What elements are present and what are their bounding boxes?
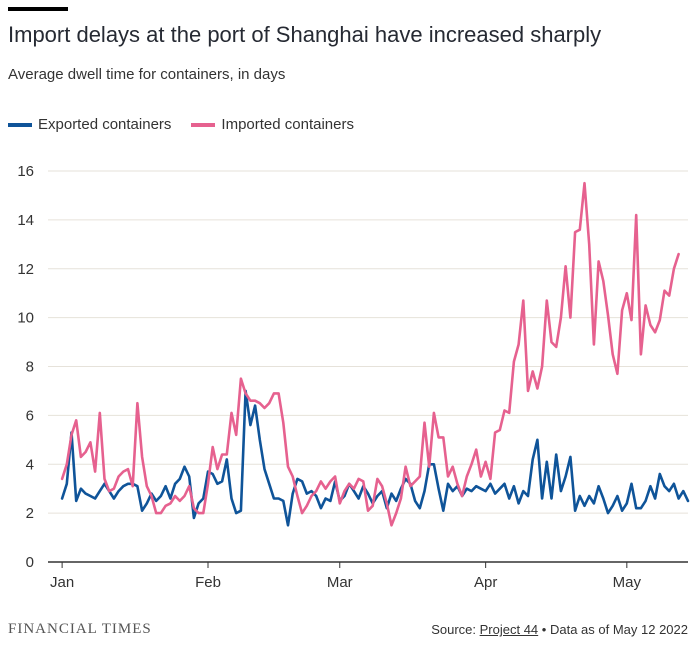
source-prefix: Source: (431, 622, 476, 637)
x-axis-ticks: Jan Feb Mar Apr May (50, 562, 641, 591)
y-tick-label: 16 (17, 163, 34, 180)
legend-label-exported: Exported containers (38, 116, 172, 133)
chart-subtitle: Average dwell time for containers, in da… (8, 66, 286, 83)
series-layer (60, 181, 690, 527)
top-rule (8, 7, 68, 11)
chart-title: Import delays at the port of Shanghai ha… (8, 22, 602, 47)
legend-item-imported: Imported containers (191, 116, 354, 133)
legend-item-exported: Exported containers (8, 116, 171, 133)
legend: Exported containers Imported containers (8, 116, 374, 133)
y-tick-label: 10 (17, 310, 34, 327)
legend-label-imported: Imported containers (221, 116, 354, 133)
x-tick-label: Feb (195, 574, 221, 591)
legend-swatch-imported (191, 122, 216, 127)
source-link[interactable]: Project 44 (479, 622, 539, 637)
y-tick-label: 0 (26, 554, 34, 571)
series-line-imported (60, 181, 680, 527)
x-tick-label: Jan (50, 574, 74, 591)
source-suffix: • Data as of May 12 2022 (541, 622, 688, 637)
x-tick-label: Mar (327, 574, 353, 591)
legend-swatch-exported (8, 122, 32, 127)
y-tick-label: 6 (26, 407, 34, 424)
y-tick-label: 4 (26, 456, 34, 473)
y-axis-ticks: 0 2 4 6 8 10 12 14 16 (17, 163, 34, 571)
line-chart: 0 2 4 6 8 10 12 14 16 Jan Feb Mar Apr May (17, 163, 690, 591)
y-tick-label: 8 (26, 359, 34, 376)
y-tick-label: 2 (26, 505, 34, 522)
source-note: Source: Project 44 • Data as of May 12 2… (431, 622, 688, 637)
grid-layer (48, 170, 688, 563)
x-tick-label: Apr (474, 574, 497, 591)
y-tick-label: 12 (17, 261, 34, 278)
series-line-exported (60, 389, 690, 527)
ft-brand-logo: FINANCIAL TIMES (8, 621, 152, 637)
x-tick-label: May (613, 574, 642, 591)
y-tick-label: 14 (17, 212, 34, 229)
